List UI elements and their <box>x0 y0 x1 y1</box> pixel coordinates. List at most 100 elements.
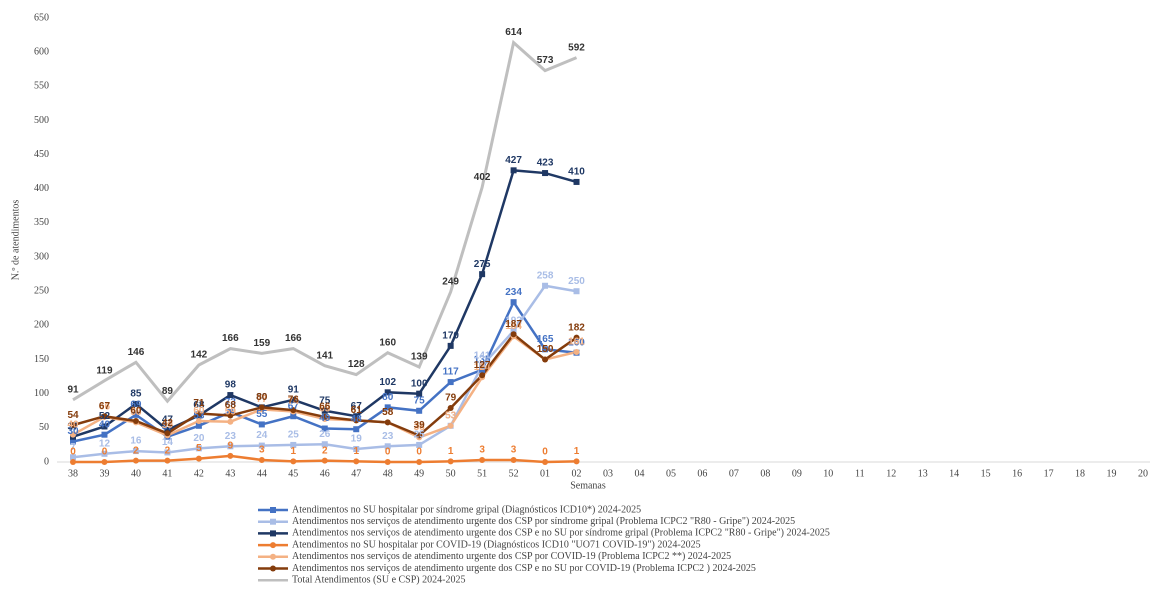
data-label: 36 <box>414 422 426 433</box>
x-tick-label: 46 <box>320 468 330 479</box>
point <box>227 409 234 416</box>
data-label: 142 <box>191 350 208 361</box>
point <box>447 405 454 412</box>
point <box>479 271 486 278</box>
point <box>479 456 486 463</box>
point <box>384 419 391 426</box>
data-label: 69 <box>130 400 142 411</box>
data-label: 234 <box>505 287 522 298</box>
data-label: 47 <box>162 415 174 426</box>
point <box>573 458 580 465</box>
y-tick-label: 450 <box>34 149 49 160</box>
point <box>416 432 423 439</box>
x-tick-label: 04 <box>634 468 644 479</box>
data-label: 3 <box>479 445 485 456</box>
point <box>101 450 108 457</box>
data-label: 135 <box>474 354 491 365</box>
data-label: 67 <box>99 401 111 412</box>
data-label: 150 <box>537 344 554 355</box>
data-label: 30 <box>67 426 79 437</box>
point <box>290 413 297 420</box>
point <box>542 459 549 465</box>
point <box>416 441 423 448</box>
y-tick-label: 650 <box>34 12 49 23</box>
point <box>70 459 76 465</box>
point <box>101 423 108 430</box>
x-tick-label: 45 <box>288 468 298 479</box>
point <box>384 389 391 396</box>
data-label: 89 <box>162 386 174 397</box>
point <box>227 418 234 425</box>
data-label: 402 <box>474 172 491 183</box>
x-tick-label: 06 <box>697 468 707 479</box>
data-label: 117 <box>443 367 460 378</box>
point <box>195 410 202 417</box>
point <box>290 441 297 448</box>
point <box>384 443 391 450</box>
data-label: 49 <box>319 413 331 424</box>
point <box>290 407 297 414</box>
x-tick-label: 44 <box>257 468 267 479</box>
data-label: 80 <box>382 392 394 403</box>
data-label: 68 <box>225 400 237 411</box>
point <box>353 417 360 424</box>
data-label: 39 <box>414 420 426 431</box>
x-tick-label: 10 <box>823 468 833 479</box>
data-label: 0 <box>70 447 76 458</box>
x-tick-label: 41 <box>162 468 172 479</box>
point <box>101 431 108 438</box>
data-label: 26 <box>319 429 331 440</box>
point <box>510 456 517 463</box>
data-label: 14 <box>162 437 174 448</box>
point <box>227 392 234 399</box>
point <box>195 445 202 452</box>
data-label: 67 <box>288 401 300 412</box>
data-label: 614 <box>505 27 522 38</box>
point <box>132 411 139 418</box>
data-label: 48 <box>351 414 363 425</box>
point <box>479 366 486 373</box>
point <box>416 390 423 397</box>
data-label: 63 <box>319 404 331 415</box>
data-label: 58 <box>382 407 394 418</box>
x-tick-label: 02 <box>572 468 582 479</box>
data-label: 166 <box>285 333 302 344</box>
y-tick-label: 350 <box>34 217 49 228</box>
data-label: 61 <box>351 405 363 416</box>
data-label: 79 <box>445 393 457 404</box>
data-label: 40 <box>67 419 79 430</box>
data-label: 37 <box>67 421 79 432</box>
data-label: 9 <box>228 440 234 451</box>
point <box>164 426 171 433</box>
data-label: 160 <box>379 337 396 348</box>
data-label: 161 <box>568 337 585 348</box>
data-label: 68 <box>193 400 205 411</box>
y-tick-label: 400 <box>34 183 49 194</box>
data-label: 159 <box>253 338 270 349</box>
data-label: 66 <box>319 402 331 413</box>
point <box>573 178 580 185</box>
x-tick-label: 43 <box>225 468 235 479</box>
point <box>447 422 454 429</box>
data-label: 73 <box>225 397 237 408</box>
data-label: 0 <box>385 447 391 458</box>
data-label: 187 <box>505 319 522 330</box>
data-label: 410 <box>568 167 585 178</box>
x-tick-label: 12 <box>886 468 896 479</box>
x-tick-label: 38 <box>68 468 78 479</box>
data-label: 53 <box>193 410 205 421</box>
point <box>542 282 549 289</box>
data-label: 98 <box>225 380 237 391</box>
data-label: 423 <box>537 158 554 169</box>
data-label: 139 <box>411 352 428 363</box>
data-label: 127 <box>474 360 491 371</box>
point <box>573 349 580 356</box>
x-tick-label: 05 <box>666 468 676 479</box>
data-label: 37 <box>162 421 174 432</box>
x-tick-label: 03 <box>603 468 613 479</box>
data-label: 71 <box>193 398 205 409</box>
data-label: 427 <box>505 155 522 166</box>
data-label: 141 <box>474 350 491 361</box>
point <box>164 457 171 464</box>
